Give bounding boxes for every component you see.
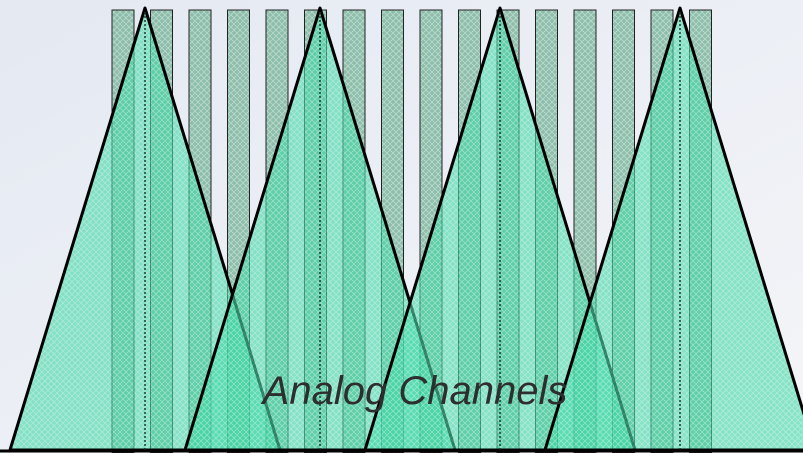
analog-label: Analog Channels — [261, 369, 568, 413]
analog-channels — [8, 6, 803, 452]
